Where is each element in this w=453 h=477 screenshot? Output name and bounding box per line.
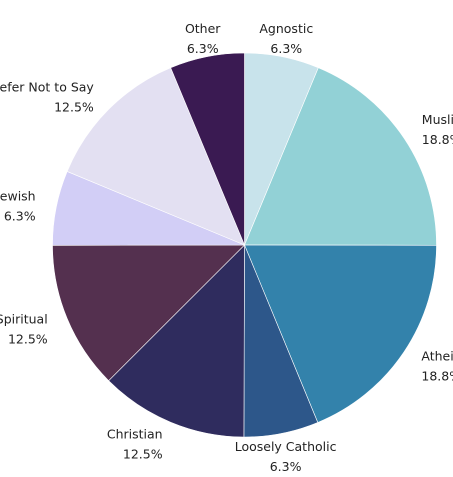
pie-slice-muslim	[244, 67, 437, 246]
pie-slices	[52, 52, 437, 438]
slice-value-prefer-not-to-say: 12.5%	[54, 100, 94, 115]
slice-label-agnostic: Agnostic	[259, 21, 313, 36]
slice-value-loosely-catholic: 6.3%	[270, 459, 302, 474]
pie-slice-spiritual	[52, 244, 246, 382]
slice-label-loosely-catholic: Loosely Catholic	[235, 439, 337, 454]
slice-value-spiritual: 12.5%	[8, 332, 48, 347]
slice-label-atheist: Atheist	[421, 349, 453, 364]
pie-slice-prefer-not-to-say	[66, 67, 246, 246]
slice-label-christian: Christian	[107, 427, 163, 442]
slice-label-spiritual: Spiritual	[0, 312, 48, 327]
slice-value-jewish: 6.3%	[4, 209, 36, 224]
slice-value-atheist: 18.8%	[421, 369, 453, 384]
slice-value-christian: 12.5%	[123, 447, 163, 462]
pie-slice-other	[170, 52, 245, 246]
slice-value-agnostic: 6.3%	[270, 41, 302, 56]
pie-labels: Agnostic 6.3% Muslim 18.8% Atheist 18.8% Loose…	[0, 21, 453, 474]
slice-label-other: Other	[185, 21, 221, 36]
slice-label-prefer-not-to-say: Prefer Not to Say	[0, 80, 94, 95]
slice-value-muslim: 18.8%	[422, 132, 453, 147]
slice-label-muslim: Muslim	[422, 112, 453, 127]
slice-value-other: 6.3%	[187, 41, 219, 56]
pie-slice-christian	[108, 244, 245, 438]
slice-label-jewish: Jewish	[0, 189, 36, 204]
pie-slice-atheist	[244, 244, 437, 423]
